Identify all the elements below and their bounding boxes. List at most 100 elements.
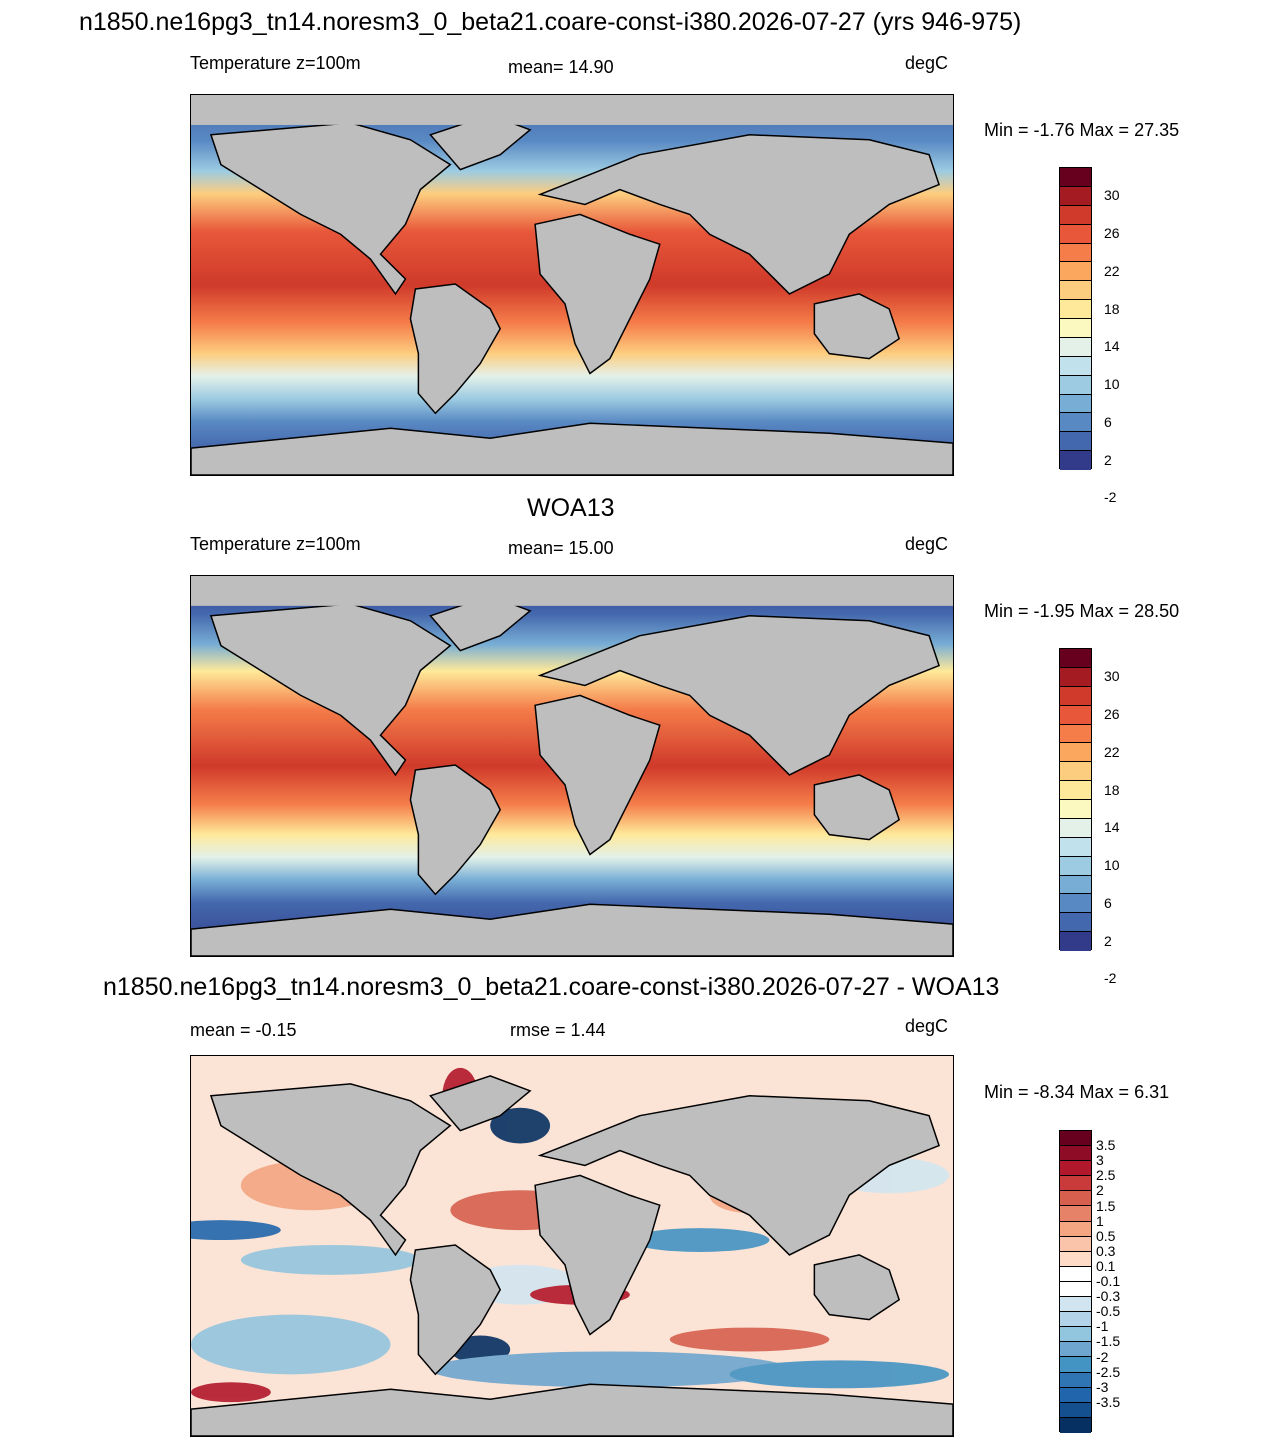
colorbar-swatch bbox=[1060, 243, 1091, 263]
colorbar-swatch bbox=[1060, 356, 1091, 376]
colorbar-tick-label: 2 bbox=[1104, 451, 1112, 468]
panel2-colorbar bbox=[1059, 648, 1092, 951]
colorbar-tick-label: -2 bbox=[1104, 489, 1117, 506]
panel3-units-label: degC bbox=[905, 1016, 949, 1036]
colorbar-swatch bbox=[1060, 856, 1091, 876]
colorbar-swatch bbox=[1060, 1357, 1091, 1373]
colorbar-swatch bbox=[1060, 1327, 1091, 1343]
colorbar-swatch bbox=[1060, 837, 1091, 857]
colorbar-tick-label: 0.3 bbox=[1096, 1242, 1116, 1259]
panel1-mean-label: mean= 14.90 bbox=[508, 57, 614, 77]
colorbar-tick-label: 10 bbox=[1104, 857, 1120, 874]
colorbar-swatch bbox=[1060, 800, 1091, 819]
panel3-map bbox=[190, 1055, 954, 1437]
colorbar-tick-label: -0.3 bbox=[1096, 1288, 1121, 1305]
colorbar-swatch bbox=[1060, 281, 1091, 301]
colorbar-tick-label: -0.1 bbox=[1096, 1273, 1121, 1289]
colorbar-swatch bbox=[1060, 894, 1091, 914]
colorbar-swatch bbox=[1060, 300, 1091, 319]
colorbar-swatch bbox=[1060, 667, 1091, 687]
panel1-variable-label: Temperature z=100m bbox=[190, 53, 361, 73]
colorbar-tick-label: 6 bbox=[1104, 894, 1112, 911]
panel2-units-label: degC bbox=[905, 534, 949, 554]
figure-title: n1850.ne16pg3_tn14.noresm3_0_beta21.coar… bbox=[79, 8, 1022, 36]
colorbar-swatch bbox=[1060, 1191, 1091, 1207]
colorbar-swatch bbox=[1060, 1146, 1091, 1162]
colorbar-swatch bbox=[1060, 932, 1091, 951]
panel2-variable-label: Temperature z=100m bbox=[190, 534, 361, 554]
colorbar-tick-label: 26 bbox=[1104, 225, 1120, 242]
colorbar-swatch bbox=[1060, 649, 1091, 668]
panel3-rmse-label: rmse = 1.44 bbox=[510, 1020, 606, 1040]
colorbar-swatch bbox=[1060, 818, 1091, 838]
colorbar-tick-label: 2.5 bbox=[1096, 1167, 1116, 1184]
colorbar-swatch bbox=[1060, 168, 1091, 187]
panel3-minmax: Min = -8.34 Max = 6.31 bbox=[984, 1082, 1170, 1102]
colorbar-swatch bbox=[1060, 724, 1091, 744]
colorbar-swatch bbox=[1060, 686, 1091, 706]
colorbar-tick-label: 18 bbox=[1104, 300, 1120, 317]
panel3-mean-label: mean = -0.15 bbox=[190, 1020, 297, 1040]
colorbar-swatch bbox=[1060, 1281, 1091, 1298]
colorbar-swatch bbox=[1060, 1161, 1091, 1177]
colorbar-tick-label: 1 bbox=[1096, 1212, 1104, 1229]
colorbar-swatch bbox=[1060, 186, 1091, 206]
colorbar-swatch bbox=[1060, 1251, 1091, 1267]
colorbar-tick-label: 22 bbox=[1104, 262, 1120, 279]
colorbar-swatch bbox=[1060, 205, 1091, 225]
colorbar-tick-label: 0.5 bbox=[1096, 1227, 1116, 1244]
colorbar-swatch bbox=[1060, 1131, 1091, 1147]
colorbar-tick-label: 18 bbox=[1104, 781, 1120, 798]
colorbar-tick-label: 14 bbox=[1104, 819, 1120, 836]
colorbar-swatch bbox=[1060, 319, 1091, 338]
colorbar-swatch bbox=[1060, 394, 1091, 414]
colorbar-swatch bbox=[1060, 1266, 1091, 1282]
colorbar-tick-label: 6 bbox=[1104, 413, 1112, 430]
panel2-minmax: Min = -1.95 Max = 28.50 bbox=[984, 601, 1180, 621]
colorbar-swatch bbox=[1060, 705, 1091, 725]
colorbar-swatch bbox=[1060, 375, 1091, 395]
colorbar-tick-label: 2 bbox=[1104, 932, 1112, 949]
colorbar-swatch bbox=[1060, 1236, 1091, 1252]
colorbar-tick-label: 26 bbox=[1104, 706, 1120, 723]
colorbar-swatch bbox=[1060, 1206, 1091, 1222]
colorbar-swatch bbox=[1060, 1417, 1091, 1433]
colorbar-swatch bbox=[1060, 1297, 1091, 1313]
panel1-colorbar bbox=[1059, 167, 1092, 470]
colorbar-swatch bbox=[1060, 451, 1091, 470]
panel3-map-graphic bbox=[191, 1056, 953, 1436]
panel1-minmax: Min = -1.76 Max = 27.35 bbox=[984, 120, 1180, 140]
colorbar-swatch bbox=[1060, 762, 1091, 782]
panel1-units-label: degC bbox=[905, 53, 949, 73]
panel2-title: WOA13 bbox=[527, 494, 615, 522]
panel1-map bbox=[190, 94, 954, 476]
colorbar-swatch bbox=[1060, 743, 1091, 763]
colorbar-swatch bbox=[1060, 781, 1091, 800]
colorbar-tick-label: -1.5 bbox=[1096, 1333, 1121, 1350]
panel2-map-graphic bbox=[191, 576, 953, 956]
colorbar-swatch bbox=[1060, 432, 1091, 452]
panel2-map bbox=[190, 575, 954, 957]
colorbar-swatch bbox=[1060, 224, 1091, 244]
colorbar-tick-label: -0.5 bbox=[1096, 1303, 1121, 1320]
colorbar-tick-label: 30 bbox=[1104, 668, 1120, 685]
colorbar-tick-label: -2.5 bbox=[1096, 1363, 1121, 1380]
colorbar-tick-label: 3 bbox=[1096, 1152, 1104, 1169]
colorbar-tick-label: 10 bbox=[1104, 376, 1120, 393]
colorbar-tick-label: 22 bbox=[1104, 743, 1120, 760]
colorbar-swatch bbox=[1060, 1387, 1091, 1403]
colorbar-swatch bbox=[1060, 1372, 1091, 1388]
panel3-colorbar bbox=[1059, 1130, 1092, 1433]
colorbar-swatch bbox=[1060, 1221, 1091, 1237]
panel2-mean-label: mean= 15.00 bbox=[508, 538, 614, 558]
colorbar-swatch bbox=[1060, 1402, 1091, 1418]
colorbar-tick-label: 14 bbox=[1104, 338, 1120, 355]
colorbar-swatch bbox=[1060, 913, 1091, 933]
colorbar-tick-label: 2 bbox=[1096, 1182, 1104, 1199]
colorbar-swatch bbox=[1060, 1342, 1091, 1358]
colorbar-swatch bbox=[1060, 337, 1091, 357]
colorbar-tick-label: -2 bbox=[1096, 1348, 1109, 1365]
colorbar-tick-label: -2 bbox=[1104, 970, 1117, 987]
colorbar-tick-label: -3 bbox=[1096, 1378, 1109, 1395]
colorbar-tick-label: 3.5 bbox=[1096, 1137, 1116, 1154]
